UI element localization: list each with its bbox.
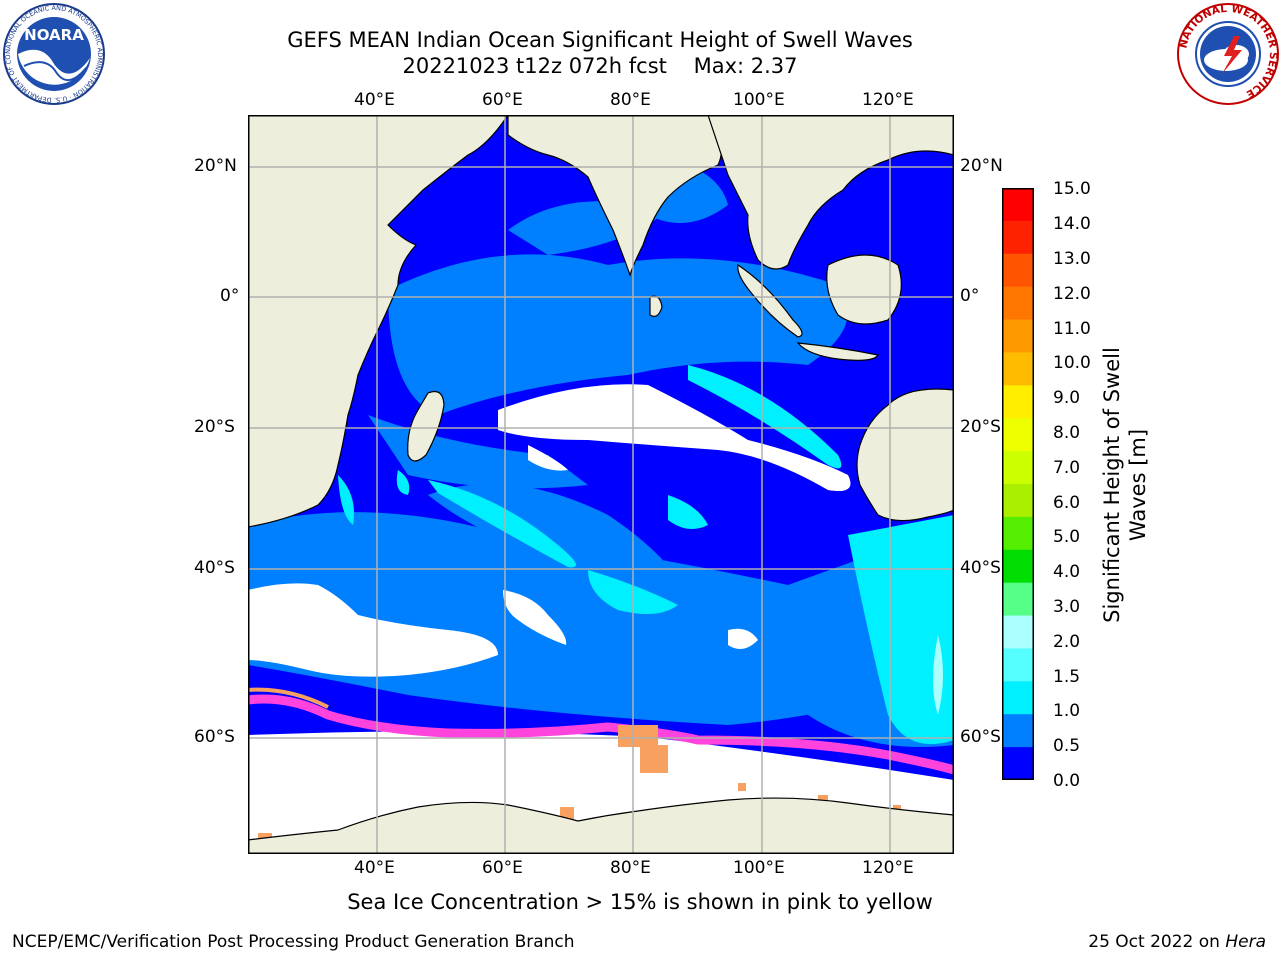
lat-tick-right: 0° bbox=[960, 286, 980, 306]
swell-peak-band bbox=[933, 635, 943, 715]
colorbar-tick: 12.0 bbox=[1053, 284, 1091, 304]
colorbar-tick: 9.0 bbox=[1053, 388, 1081, 408]
colorbar-swatch bbox=[1002, 220, 1034, 255]
chart-subtitle: 20221023 t12z 072h fcst Max: 2.37 bbox=[402, 54, 798, 78]
colorbar-swatch bbox=[1002, 418, 1034, 452]
colorbar-tick: 4.0 bbox=[1053, 562, 1081, 582]
noaa-logo-text: NOARA bbox=[24, 26, 84, 44]
colorbar-swatch bbox=[1002, 451, 1034, 485]
colorbar-swatch bbox=[1002, 681, 1034, 715]
lon-tick-top: 100°E bbox=[733, 90, 785, 110]
map-frame bbox=[248, 115, 954, 854]
footer-date: 25 Oct 2022 on Hera bbox=[1088, 932, 1266, 952]
sea-ice-margin bbox=[248, 687, 329, 709]
colorbar-swatch bbox=[1002, 484, 1034, 518]
graticule bbox=[248, 115, 954, 854]
lat-tick-left: 20°N bbox=[194, 156, 237, 176]
colorbar-frame bbox=[1002, 188, 1034, 780]
sea-ice-caption: Sea Ice Concentration > 15% is shown in … bbox=[347, 890, 933, 914]
lon-tick-top: 60°E bbox=[482, 90, 523, 110]
colorbar-swatch bbox=[1002, 286, 1034, 321]
colorbar-swatch bbox=[1002, 648, 1034, 682]
lon-tick-bottom: 80°E bbox=[610, 858, 651, 878]
lat-tick-right: 40°S bbox=[960, 558, 1001, 578]
lon-tick-top: 40°E bbox=[354, 90, 395, 110]
lon-tick-bottom: 120°E bbox=[862, 858, 914, 878]
lon-tick-bottom: 60°E bbox=[482, 858, 523, 878]
colorbar-tick: 1.0 bbox=[1053, 701, 1081, 721]
land-area bbox=[248, 115, 954, 854]
colorbar-swatch bbox=[1002, 714, 1034, 748]
colorbar bbox=[1002, 188, 1034, 781]
lat-tick-left: 40°S bbox=[194, 558, 235, 578]
colorbar-tick: 5.0 bbox=[1053, 527, 1081, 547]
colorbar-swatch bbox=[1002, 319, 1034, 353]
colorbar-swatch bbox=[1002, 549, 1034, 584]
colorbar-tick: 11.0 bbox=[1053, 319, 1091, 339]
footer-host: Hera bbox=[1225, 932, 1266, 952]
colorbar-tick: 8.0 bbox=[1053, 423, 1081, 443]
colorbar-swatch bbox=[1002, 188, 1034, 222]
colorbar-swatch bbox=[1002, 516, 1034, 551]
lon-tick-top: 120°E bbox=[862, 90, 914, 110]
colorbar-tick: 13.0 bbox=[1053, 249, 1091, 269]
lat-tick-left: 0° bbox=[220, 286, 240, 306]
colorbar-tick: 7.0 bbox=[1053, 458, 1081, 478]
lat-tick-right: 20°N bbox=[960, 156, 1003, 176]
colorbar-swatch bbox=[1002, 385, 1034, 419]
colorbar-tick: 15.0 bbox=[1053, 179, 1091, 199]
map-panel bbox=[248, 115, 954, 854]
colorbar-tick: 14.0 bbox=[1053, 214, 1091, 234]
colorbar-swatch bbox=[1002, 582, 1034, 617]
nws-logo: NATIONAL WEATHER SERVICE bbox=[1176, 2, 1280, 106]
lon-tick-bottom: 40°E bbox=[354, 858, 395, 878]
colorbar-tick: 0.5 bbox=[1053, 736, 1081, 756]
lat-tick-right: 20°S bbox=[960, 417, 1001, 437]
lon-tick-top: 80°E bbox=[610, 90, 651, 110]
colorbar-tick: 6.0 bbox=[1053, 493, 1081, 513]
footer-date-text: 25 Oct 2022 on bbox=[1088, 932, 1220, 952]
lat-tick-left: 60°S bbox=[194, 727, 235, 747]
colorbar-tick: 0.0 bbox=[1053, 771, 1081, 791]
lat-tick-right: 60°S bbox=[960, 727, 1001, 747]
sea-ice-edge bbox=[248, 694, 954, 775]
swell-light-band bbox=[338, 365, 954, 745]
colorbar-swatch bbox=[1002, 615, 1034, 649]
colorbar-swatch bbox=[1002, 747, 1034, 781]
colorbar-label-line2: Waves [m] bbox=[1126, 428, 1150, 542]
noaa-logo: NATIONAL OCEANIC AND ATMOSPHERIC ADMINIS… bbox=[0, 0, 106, 106]
lon-tick-bottom: 100°E bbox=[733, 858, 785, 878]
colorbar-swatch bbox=[1002, 352, 1034, 386]
colorbar-tick: 1.5 bbox=[1053, 667, 1081, 687]
colorbar-label-line1: Significant Height of Swell bbox=[1100, 347, 1124, 623]
colorbar-tick: 10.0 bbox=[1053, 353, 1091, 373]
colorbar-tick: 2.0 bbox=[1053, 632, 1081, 652]
colorbar-swatch bbox=[1002, 253, 1034, 288]
chart-title: GEFS MEAN Indian Ocean Significant Heigh… bbox=[287, 28, 913, 52]
footer-credit: NCEP/EMC/Verification Post Processing Pr… bbox=[12, 932, 575, 952]
lat-tick-left: 20°S bbox=[194, 417, 235, 437]
colorbar-tick: 3.0 bbox=[1053, 597, 1081, 617]
